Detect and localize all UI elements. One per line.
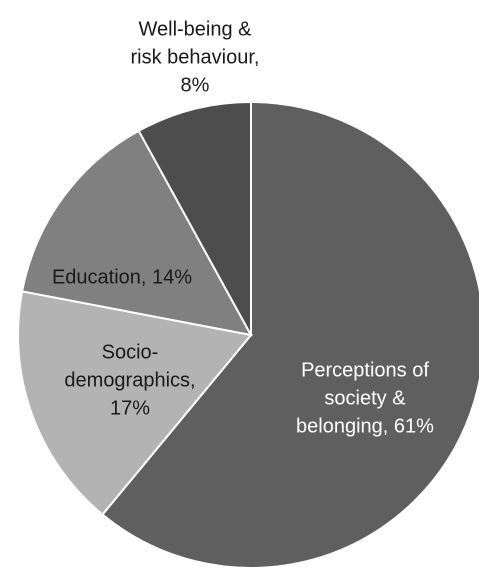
pie-slices <box>17 100 479 569</box>
pie-labels: Perceptions of society & belonging, 61% Soc… <box>52 18 434 437</box>
pie-slice-socio-demographics <box>17 290 253 516</box>
data-label-well-being-and-risk-behaviour: Well-being & risk behaviour, 8% <box>131 18 260 96</box>
data-label-socio-demographics: Socio-demographics, 17% <box>64 341 195 419</box>
pie-slice-perceptions-of-society-and-belonging <box>101 100 479 569</box>
pie-slice-well-being-and-risk-behaviour <box>137 100 252 336</box>
data-label-education: Education, 14% <box>52 266 192 288</box>
data-label-perceptions-of-society-and-belonging: Perceptions of society & belonging, 61% <box>296 359 434 437</box>
pie-slice-education <box>20 129 253 337</box>
